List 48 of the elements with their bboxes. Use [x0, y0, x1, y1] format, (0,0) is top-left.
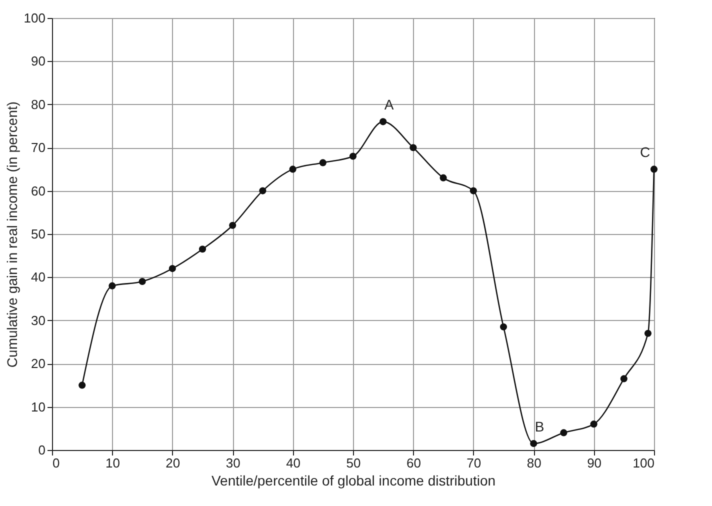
y-tick-label: 50: [31, 226, 46, 242]
point: [470, 187, 477, 194]
y-tick-label: 0: [38, 442, 46, 458]
annotation: C: [640, 144, 650, 160]
x-tick-label: 30: [226, 456, 240, 470]
point: [500, 323, 508, 330]
point: [168, 265, 176, 272]
point: [259, 187, 266, 194]
y-tick-label: 100: [24, 10, 46, 26]
point: [440, 174, 447, 182]
x-tick-label: 20: [166, 456, 180, 470]
y-tick-label: 40: [31, 270, 46, 285]
point: [620, 375, 628, 382]
x-tick-label: 100: [632, 456, 654, 470]
point: [410, 144, 417, 152]
point: [349, 152, 357, 160]
y-tick-label: 30: [31, 312, 46, 328]
x-tick-label: 60: [406, 456, 421, 470]
x-tick-label: 80: [526, 456, 542, 470]
point: [530, 440, 538, 448]
y-tick-label: 70: [31, 140, 46, 156]
point: [138, 278, 146, 286]
y-tick-label: 10: [31, 399, 46, 414]
x-tick-label: 90: [587, 456, 602, 470]
x-axis-title: Ventile/percentile of global income distribution: [211, 472, 496, 488]
y-tick-label: 80: [31, 96, 46, 112]
annotation: A: [384, 96, 394, 113]
y-tick-label: 60: [31, 183, 46, 198]
x-tick-label: 10: [105, 456, 120, 470]
point: [229, 222, 236, 229]
x-tick-label: 40: [286, 456, 301, 470]
x-tick-label: 70: [466, 456, 482, 470]
x-tick-label: 0: [52, 456, 60, 470]
point: [590, 420, 598, 428]
y-axis-title: Cumulative gain in real income (in percent): [4, 101, 20, 368]
point: [560, 429, 568, 436]
y-tick-label: 20: [31, 356, 46, 372]
point: [319, 159, 326, 166]
point: [78, 382, 86, 389]
x-tick-label: 50: [346, 456, 361, 470]
y-tick-label: 90: [31, 54, 46, 69]
annotation: B: [534, 418, 544, 435]
point: [644, 330, 652, 337]
point: [289, 166, 296, 173]
point: [108, 282, 116, 290]
point: [380, 118, 387, 126]
point: [198, 246, 206, 253]
point: [650, 166, 658, 173]
